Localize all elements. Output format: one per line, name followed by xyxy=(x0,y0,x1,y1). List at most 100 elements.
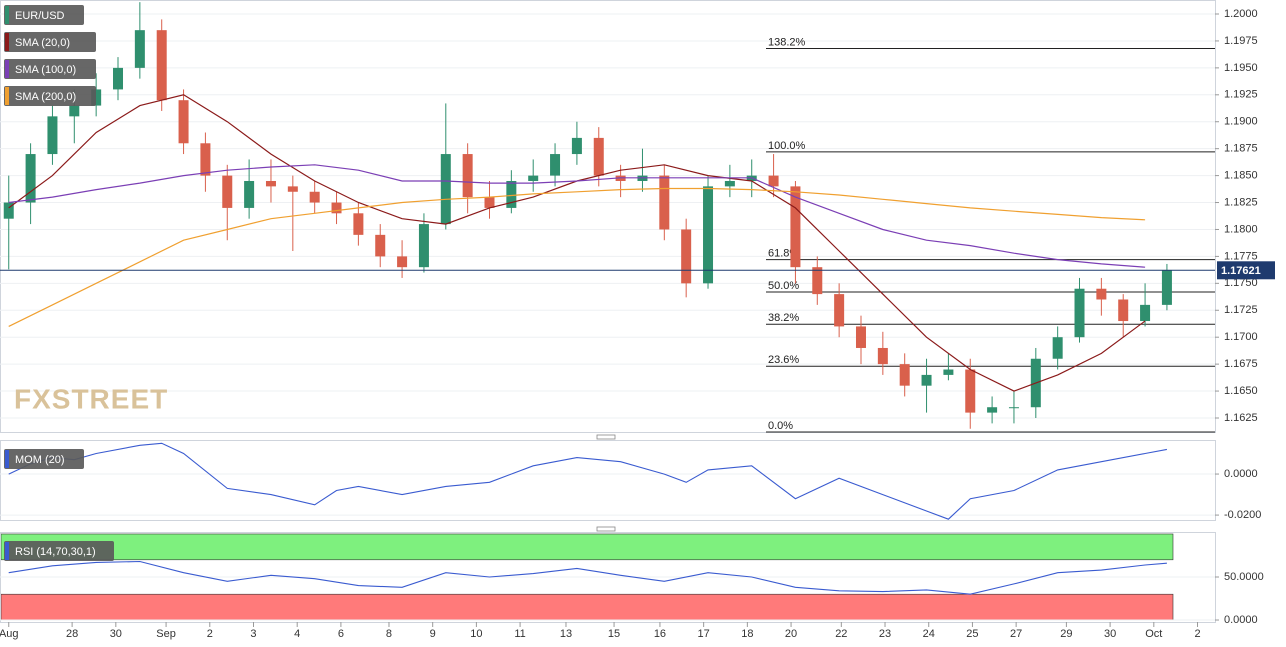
legend-swatch xyxy=(5,450,9,468)
candle-body xyxy=(659,175,670,230)
candle-body xyxy=(550,154,561,176)
x-tick-label: 18 xyxy=(741,628,753,640)
legend-swatch xyxy=(5,33,9,51)
x-tick-label: Aug xyxy=(0,628,19,640)
fib-label: 23.6% xyxy=(768,354,799,366)
candle-body xyxy=(47,116,58,155)
y-tick-label: 1.1850 xyxy=(1224,170,1258,182)
y-tick-label: 0.0000 xyxy=(1224,614,1258,626)
legend-swatch xyxy=(5,6,9,24)
candle-body xyxy=(1052,337,1063,359)
candle-body xyxy=(134,30,145,68)
y-tick-label: 1.1725 xyxy=(1224,304,1258,316)
candle-body xyxy=(353,213,364,235)
legend-box xyxy=(4,449,84,469)
candle-body xyxy=(921,374,932,386)
sma-line xyxy=(8,187,1146,327)
band xyxy=(0,593,1174,621)
legend-box xyxy=(4,5,84,25)
x-tick-label: 25 xyxy=(966,628,978,640)
legend-swatch xyxy=(5,87,9,105)
x-tick-label: 9 xyxy=(430,628,436,640)
y-tick-label: 0.0000 xyxy=(1224,468,1258,480)
candle-body xyxy=(440,154,451,225)
y-tick-label: 1.1875 xyxy=(1224,143,1258,155)
candle-body xyxy=(571,137,582,155)
fib-label: 38.2% xyxy=(768,312,799,324)
y-tick-label: 1.1925 xyxy=(1224,89,1258,101)
candle-body xyxy=(834,294,845,327)
legend-label: EUR/USD xyxy=(15,10,65,22)
legend-label: RSI (14,70,30,1) xyxy=(15,546,96,558)
y-tick-label: 1.1625 xyxy=(1224,412,1258,424)
legend-label: SMA (200,0) xyxy=(15,91,76,103)
x-tick-label: Sep xyxy=(156,628,176,640)
candle-body xyxy=(1140,304,1151,322)
legend-label: SMA (100,0) xyxy=(15,64,76,76)
fib-label: 100.0% xyxy=(768,140,806,152)
fib-label: 138.2% xyxy=(768,36,806,48)
candle-body xyxy=(593,137,604,176)
y-tick-label: 1.1975 xyxy=(1224,35,1258,47)
y-tick-label: 50.0000 xyxy=(1224,571,1264,583)
candle-body xyxy=(790,186,801,268)
candle-body xyxy=(113,67,124,90)
candle-body xyxy=(222,175,233,208)
last-price-box xyxy=(1217,261,1275,280)
x-tick-label: 15 xyxy=(608,628,620,640)
candle-body xyxy=(178,100,189,144)
candle-body xyxy=(91,89,102,106)
candle-body xyxy=(987,407,998,413)
candle-body xyxy=(768,175,779,187)
candle-body xyxy=(25,154,36,203)
panel-frame xyxy=(0,0,1216,433)
x-tick-label: 29 xyxy=(1060,628,1072,640)
candle-body xyxy=(287,186,298,192)
x-tick-label: 23 xyxy=(879,628,891,640)
legend-label: SMA (20,0) xyxy=(15,37,70,49)
candle-body xyxy=(156,30,167,101)
candle-body xyxy=(1161,270,1172,305)
candle-body xyxy=(462,154,473,198)
y-tick-label: 1.1825 xyxy=(1224,196,1258,208)
x-tick-label: 22 xyxy=(835,628,847,640)
candle-body xyxy=(877,347,888,365)
x-tick-label: 20 xyxy=(785,628,797,640)
candle-body xyxy=(528,175,539,181)
candle-body xyxy=(375,234,386,257)
panel-frame xyxy=(0,440,1216,521)
panel-handle xyxy=(596,526,616,532)
candle-body xyxy=(331,202,342,214)
x-tick-label: 30 xyxy=(110,628,122,640)
x-tick-label: 2 xyxy=(1194,628,1200,640)
indicator-line xyxy=(8,442,1168,520)
y-tick-label: 1.1650 xyxy=(1224,385,1258,397)
y-tick-label: 1.1900 xyxy=(1224,116,1258,128)
y-tick-label: 1.1750 xyxy=(1224,277,1258,289)
x-tick-label: 27 xyxy=(1010,628,1022,640)
y-tick-label: 1.1775 xyxy=(1224,250,1258,262)
candle-body xyxy=(1096,288,1107,300)
x-tick-label: 2 xyxy=(207,628,213,640)
y-tick-label: 1.2000 xyxy=(1224,8,1258,20)
panel-handle xyxy=(596,434,616,440)
y-tick-label: 1.1700 xyxy=(1224,331,1258,343)
legend-label: MOM (20) xyxy=(15,454,65,466)
x-tick-label: Oct xyxy=(1145,628,1162,640)
candle-body xyxy=(703,186,714,284)
x-tick-label: 24 xyxy=(923,628,935,640)
candle-body xyxy=(812,267,823,295)
candle-body xyxy=(484,197,495,208)
fib-label: 50.0% xyxy=(768,280,799,292)
legend-box xyxy=(4,541,114,561)
candle-body xyxy=(244,180,255,208)
band xyxy=(0,533,1174,561)
legend-box xyxy=(4,86,96,106)
y-tick-label: 1.1800 xyxy=(1224,223,1258,235)
x-tick-label: 17 xyxy=(698,628,710,640)
candle-body xyxy=(418,224,429,268)
last-price-label: 1.17621 xyxy=(1221,265,1261,277)
candle-body xyxy=(681,229,692,284)
